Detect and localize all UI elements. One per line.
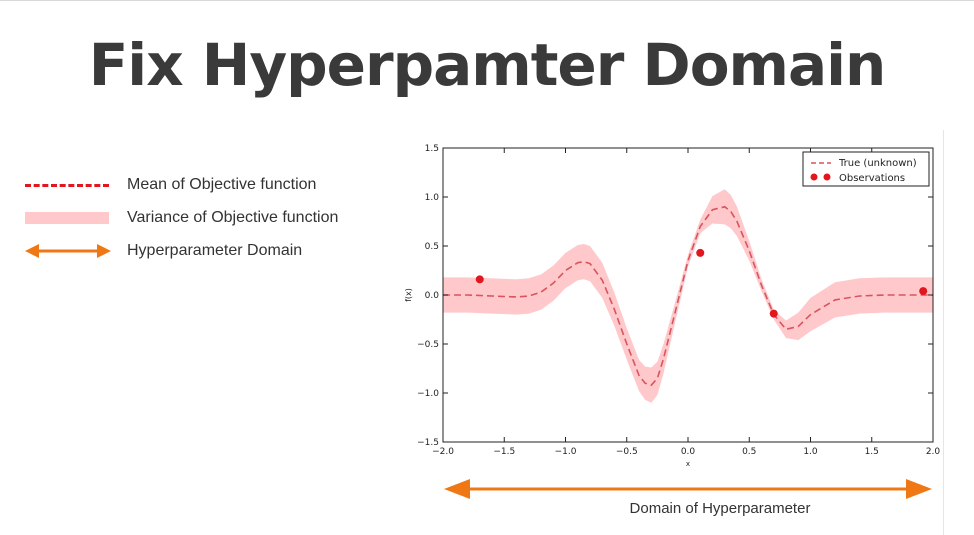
domain-label: Domain of Hyperparameter: [629, 500, 811, 517]
chart-legend-point-icon: [810, 173, 818, 181]
y-tick-label: −1.5: [417, 438, 439, 448]
chart-legend-point-icon: [823, 173, 831, 181]
page-title: Fix Hyperpamter Domain: [88, 31, 887, 99]
top-divider: [0, 0, 974, 1]
legend-item-mean: Mean of Objective function: [25, 172, 316, 198]
x-tick-label: 0.0: [681, 447, 696, 457]
x-tick-label: 1.0: [803, 447, 818, 457]
legend-item-domain: Hyperparameter Domain: [25, 238, 302, 264]
dashed-line-icon: [25, 172, 111, 198]
chart-legend-label-observations: Observations: [839, 173, 905, 184]
right-divider: [943, 130, 944, 535]
domain-double-arrow-icon: [444, 479, 932, 499]
x-tick-label: 1.5: [865, 447, 879, 457]
observation-point: [769, 309, 778, 318]
variance-band: [443, 189, 933, 403]
y-tick-label: 1.0: [425, 193, 440, 203]
observation-point: [919, 287, 928, 296]
y-tick-label: 1.5: [425, 144, 439, 154]
observation-point: [696, 248, 705, 257]
legend-label-domain: Hyperparameter Domain: [127, 242, 303, 259]
chart-legend-box: [802, 151, 930, 187]
gp-chart: −2.0 −1.5 −1.0 −0.5 0.0 0.5 1.0 1.5 2.0−1.5−1.0−…: [404, 144, 941, 468]
double-arrow-icon: [25, 238, 111, 264]
legend-label-mean: Mean of Objective function: [127, 176, 317, 193]
x-tick-label: −2.0: [432, 447, 454, 457]
observation-point: [475, 275, 484, 284]
x-tick-label: −1.0: [555, 447, 577, 457]
y-tick-label: 0.0: [425, 291, 440, 301]
x-tick-label: 2.0: [926, 447, 941, 457]
y-tick-label: 0.5: [425, 242, 439, 252]
mean-line: [443, 205, 933, 387]
chart-legend-label-true: True (unknown): [838, 158, 917, 169]
x-tick-label: 0.5: [742, 447, 756, 457]
x-tick-label: −1.5: [493, 447, 515, 457]
y-tick-label: −0.5: [417, 340, 439, 350]
shaded-band-icon: [25, 205, 111, 231]
x-axis-label: x: [686, 460, 690, 468]
y-axis-label: f(x): [404, 288, 413, 302]
legend-item-variance: Variance of Objective function: [25, 205, 338, 231]
x-tick-label: −0.5: [616, 447, 638, 457]
y-tick-label: −1.0: [417, 389, 439, 399]
legend-label-variance: Variance of Objective function: [127, 209, 339, 226]
